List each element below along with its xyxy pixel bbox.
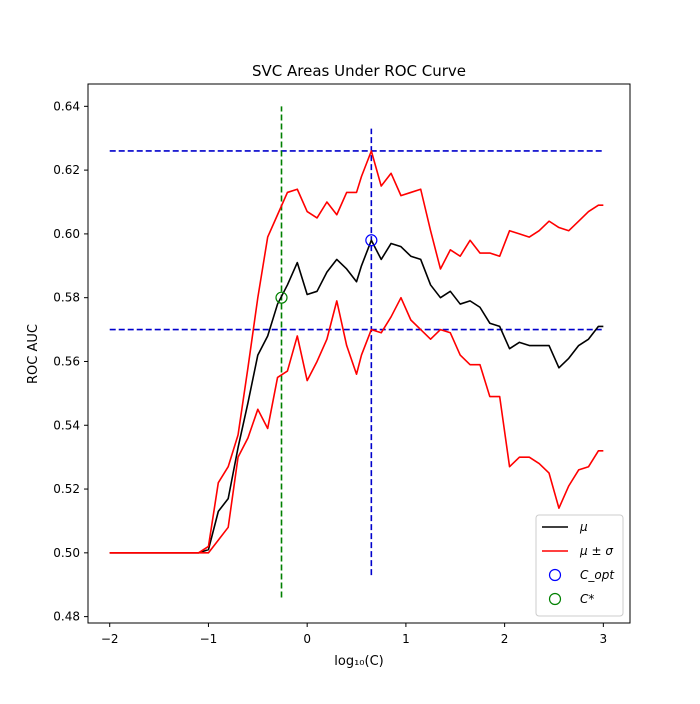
axes-frame — [87, 83, 631, 624]
y-axis-label: ROC AUC — [26, 324, 41, 384]
y-tick-label: 0.56 — [53, 354, 80, 368]
y-tick-label: 0.50 — [53, 546, 80, 560]
legend-marker-swatch — [548, 592, 562, 606]
y-tick-label: 0.62 — [53, 163, 80, 177]
y-tick-label: 0.52 — [53, 482, 80, 496]
y-tick-label: 0.58 — [53, 291, 80, 305]
x-tick-label: −1 — [200, 632, 218, 646]
chart-title: SVC Areas Under ROC Curve — [252, 62, 466, 80]
series-line-3 — [109, 296, 604, 554]
plot-area — [109, 106, 604, 598]
y-tick-label: 0.48 — [53, 610, 80, 624]
x-axis-label: log₁₀(C) — [334, 654, 383, 669]
legend-label: μ ± σ — [579, 544, 613, 558]
y-tick-label: 0.54 — [53, 418, 80, 432]
legend-marker-swatch — [548, 568, 562, 582]
x-tick-label: 3 — [600, 632, 608, 646]
legend: μ μ ± σ C_opt C* — [535, 514, 624, 617]
marker-c- — [275, 291, 288, 304]
legend-label: μ — [579, 520, 588, 534]
legend-box — [535, 514, 624, 617]
x-tick-label: 0 — [303, 632, 311, 646]
x-tick-label: 1 — [402, 632, 410, 646]
marker-c-opt — [365, 234, 378, 247]
axes: −2 −1 0 1 2 3 0.48 0.50 0.52 0.54 0.56 0.58 0.60 0.62… — [53, 83, 631, 646]
legend-label: C_opt — [580, 568, 615, 582]
y-tick-label: 0.64 — [53, 99, 80, 113]
x-tick-label: −2 — [101, 632, 119, 646]
x-tick-label: 2 — [501, 632, 509, 646]
y-tick-label: 0.60 — [53, 227, 80, 241]
legend-label: C* — [580, 592, 594, 606]
